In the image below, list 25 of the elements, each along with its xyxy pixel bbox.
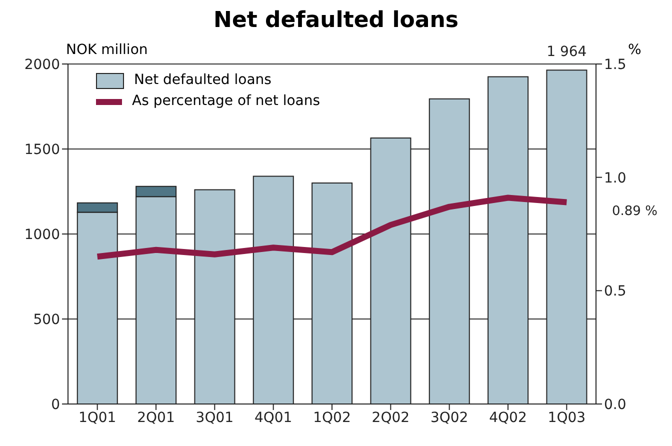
text: 0.89 % xyxy=(612,204,658,219)
chart-title: Net defaulted loans xyxy=(212,8,460,33)
y2-axis-title: % xyxy=(628,42,642,58)
y2-tick-label: 1.5 xyxy=(604,56,626,73)
y-tick-label: 1000 xyxy=(24,226,60,243)
y2-tick-label: 0.5 xyxy=(604,284,626,300)
y2-tick-label: 1.0 xyxy=(604,170,626,186)
y-tick-label: 2000 xyxy=(24,56,60,73)
y-tick-label: 0 xyxy=(51,396,60,413)
x-tick-label: 1Q02 xyxy=(313,410,351,426)
x-tick-label: 3Q01 xyxy=(196,410,234,426)
x-tick-label: 4Q02 xyxy=(489,410,527,426)
x-tick-label: 3Q02 xyxy=(430,410,468,426)
y-tick-label: 1500 xyxy=(24,142,60,158)
x-tick-label: 1Q01 xyxy=(78,410,116,426)
x-tick-label: 1Q03 xyxy=(548,410,586,426)
y2-tick-label: 0.0 xyxy=(604,396,626,413)
x-tick-label: 4Q01 xyxy=(254,410,292,426)
y-tick-label: 500 xyxy=(33,312,60,328)
y-axis-title: NOK million xyxy=(66,42,148,58)
legend-label: As percentage of net loans xyxy=(132,92,320,111)
x-tick-label: 2Q01 xyxy=(137,410,175,426)
legend-label: Net defaulted loans xyxy=(134,71,272,90)
annotation: 1 964 xyxy=(546,44,587,60)
x-tick-label: 2Q02 xyxy=(372,410,410,426)
